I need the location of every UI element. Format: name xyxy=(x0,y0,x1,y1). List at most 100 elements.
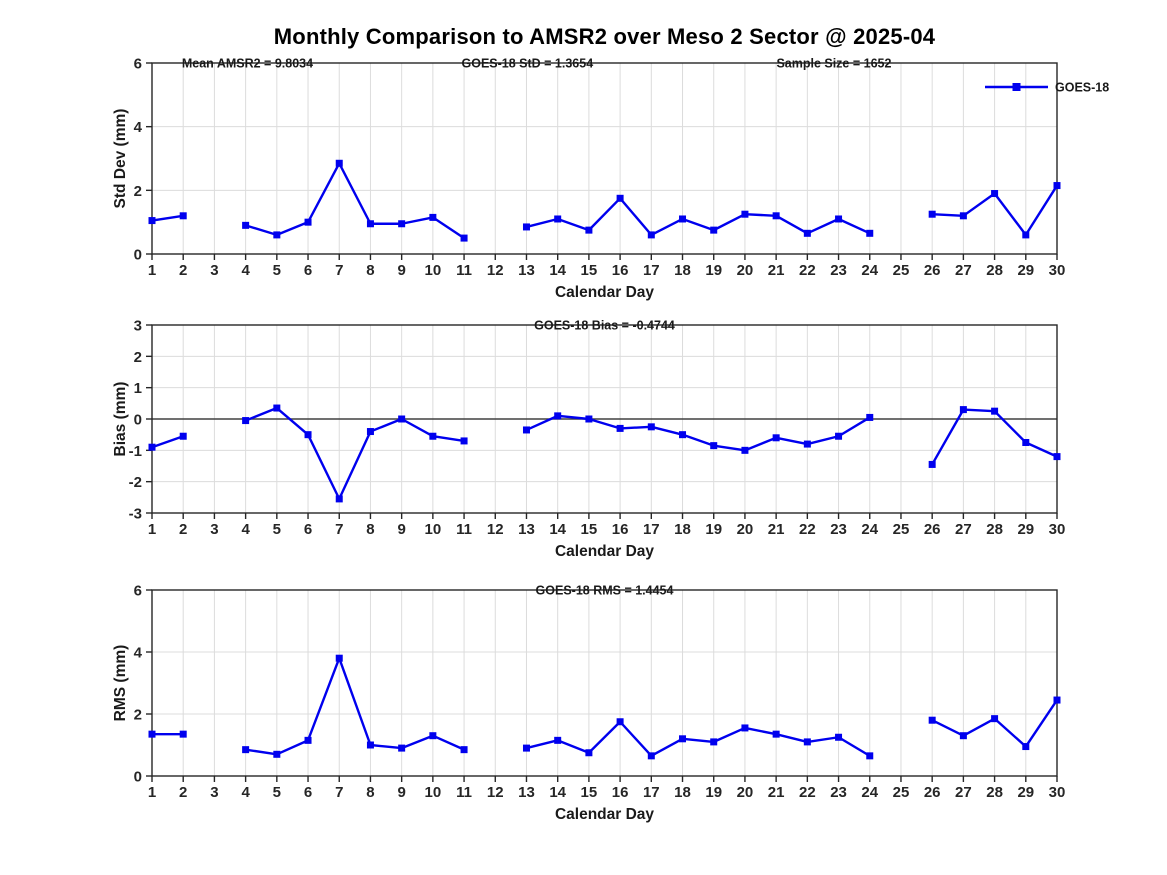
x-tick-label: 22 xyxy=(799,521,816,538)
data-point-marker xyxy=(991,190,999,198)
data-point-marker xyxy=(710,226,718,234)
x-tick-label: 17 xyxy=(643,784,660,801)
data-point-marker xyxy=(460,746,468,754)
data-point-marker xyxy=(772,730,780,738)
data-point-marker xyxy=(1053,696,1061,704)
data-point-marker xyxy=(273,750,281,758)
data-point-marker xyxy=(398,744,406,752)
x-tick-label: 20 xyxy=(737,262,754,279)
x-tick-label: 10 xyxy=(425,521,442,538)
legend-label: GOES-18 xyxy=(1055,81,1109,95)
data-line xyxy=(245,656,465,756)
x-tick-label: 30 xyxy=(1049,262,1066,279)
x-tick-label: 19 xyxy=(705,784,722,801)
data-line xyxy=(245,162,465,240)
x-tick-label: 13 xyxy=(518,784,535,801)
panel-annotation: GOES-18 RMS = 1.4454 xyxy=(536,584,674,598)
data-point-marker xyxy=(304,431,312,439)
data-point-marker xyxy=(148,730,156,738)
data-point-marker xyxy=(585,749,593,757)
data-point-marker xyxy=(991,715,999,723)
x-tick-label: 28 xyxy=(986,262,1003,279)
data-point-marker xyxy=(772,434,780,442)
data-point-marker xyxy=(429,213,437,221)
data-point-marker xyxy=(304,218,312,226)
data-point-marker xyxy=(398,415,406,423)
x-tick-label: 30 xyxy=(1049,784,1066,801)
data-point-marker xyxy=(741,724,749,732)
x-tick-label: 30 xyxy=(1049,521,1066,538)
data-point-marker xyxy=(398,220,406,228)
rms-chart: 1 2 3 4 5 6 7 8 9 10 11 12 13 14 15 16 17 18 19 20 21 22 23 24 2… xyxy=(112,583,1066,824)
data-point-marker xyxy=(866,413,874,421)
data-point-marker xyxy=(1022,439,1030,446)
data-point-marker xyxy=(460,234,468,242)
x-tick-label: 4 xyxy=(241,521,250,538)
x-tick-label: 4 xyxy=(241,262,250,279)
data-point-marker xyxy=(959,732,967,740)
x-tick-label: 16 xyxy=(612,784,629,801)
panel-annotation: Mean AMSR2 = 9.8034 xyxy=(182,57,313,71)
x-tick-label: 6 xyxy=(304,521,312,538)
data-line xyxy=(245,406,465,501)
x-tick-label: 21 xyxy=(768,784,785,801)
data-line xyxy=(525,414,871,452)
data-point-marker xyxy=(460,437,468,445)
data-point-marker xyxy=(148,443,156,451)
data-point-marker xyxy=(741,210,749,218)
data-point-marker xyxy=(522,426,530,434)
x-tick-label: 12 xyxy=(487,262,504,279)
y-tick-label: 0 xyxy=(134,769,142,786)
x-tick-label: 27 xyxy=(955,784,972,801)
data-point-marker xyxy=(959,212,967,220)
x-tick-label: 28 xyxy=(986,784,1003,801)
y-tick-label: 1 xyxy=(134,380,142,397)
x-tick-label: 22 xyxy=(799,262,816,279)
data-point-marker xyxy=(335,159,343,167)
x-tick-label: 8 xyxy=(366,521,374,538)
plot-box xyxy=(151,62,1058,255)
x-tick-label: 9 xyxy=(397,784,405,801)
x-tick-label: 27 xyxy=(955,262,972,279)
x-tick-label: 7 xyxy=(335,784,343,801)
x-tick-label: 24 xyxy=(861,521,878,538)
x-tick-label: 17 xyxy=(643,521,660,538)
data-line xyxy=(151,214,184,222)
data-point-marker xyxy=(866,229,874,237)
x-tick-label: 5 xyxy=(273,784,281,801)
data-point-marker xyxy=(835,733,843,741)
data-point-marker xyxy=(554,412,562,420)
x-tick-label: 27 xyxy=(955,521,972,538)
x-tick-label: 2 xyxy=(179,521,187,538)
x-tick-label: 16 xyxy=(612,521,629,538)
y-tick-label: 0 xyxy=(134,247,142,264)
y-tick-label: -1 xyxy=(129,443,142,460)
x-tick-label: 13 xyxy=(518,262,535,279)
data-point-marker xyxy=(1022,231,1030,239)
x-axis-label: Calendar Day xyxy=(555,543,654,560)
data-point-marker xyxy=(554,215,562,223)
x-tick-label: 26 xyxy=(924,784,941,801)
legend-marker xyxy=(1012,83,1021,91)
x-tick-label: 28 xyxy=(986,521,1003,538)
y-axis-label: RMS (mm) xyxy=(112,645,129,722)
x-tick-label: 25 xyxy=(893,262,910,279)
panel-annotation: GOES-18 StD = 1.3654 xyxy=(462,57,594,71)
y-tick-label: 2 xyxy=(134,707,142,724)
data-point-marker xyxy=(647,752,655,760)
data-point-marker xyxy=(366,428,374,436)
x-tick-label: 3 xyxy=(210,784,218,801)
x-tick-label: 29 xyxy=(1017,521,1034,538)
x-tick-label: 9 xyxy=(397,521,405,538)
data-point-marker xyxy=(803,738,811,746)
x-tick-label: 26 xyxy=(924,262,941,279)
x-tick-label: 19 xyxy=(705,521,722,538)
data-point-marker xyxy=(928,210,936,218)
x-tick-label: 14 xyxy=(549,784,566,801)
data-point-marker xyxy=(273,231,281,239)
x-tick-label: 15 xyxy=(581,521,598,538)
data-point-marker xyxy=(335,495,343,503)
y-axis-label: Bias (mm) xyxy=(112,382,129,457)
x-tick-label: 7 xyxy=(335,262,343,279)
x-tick-label: 8 xyxy=(366,262,374,279)
